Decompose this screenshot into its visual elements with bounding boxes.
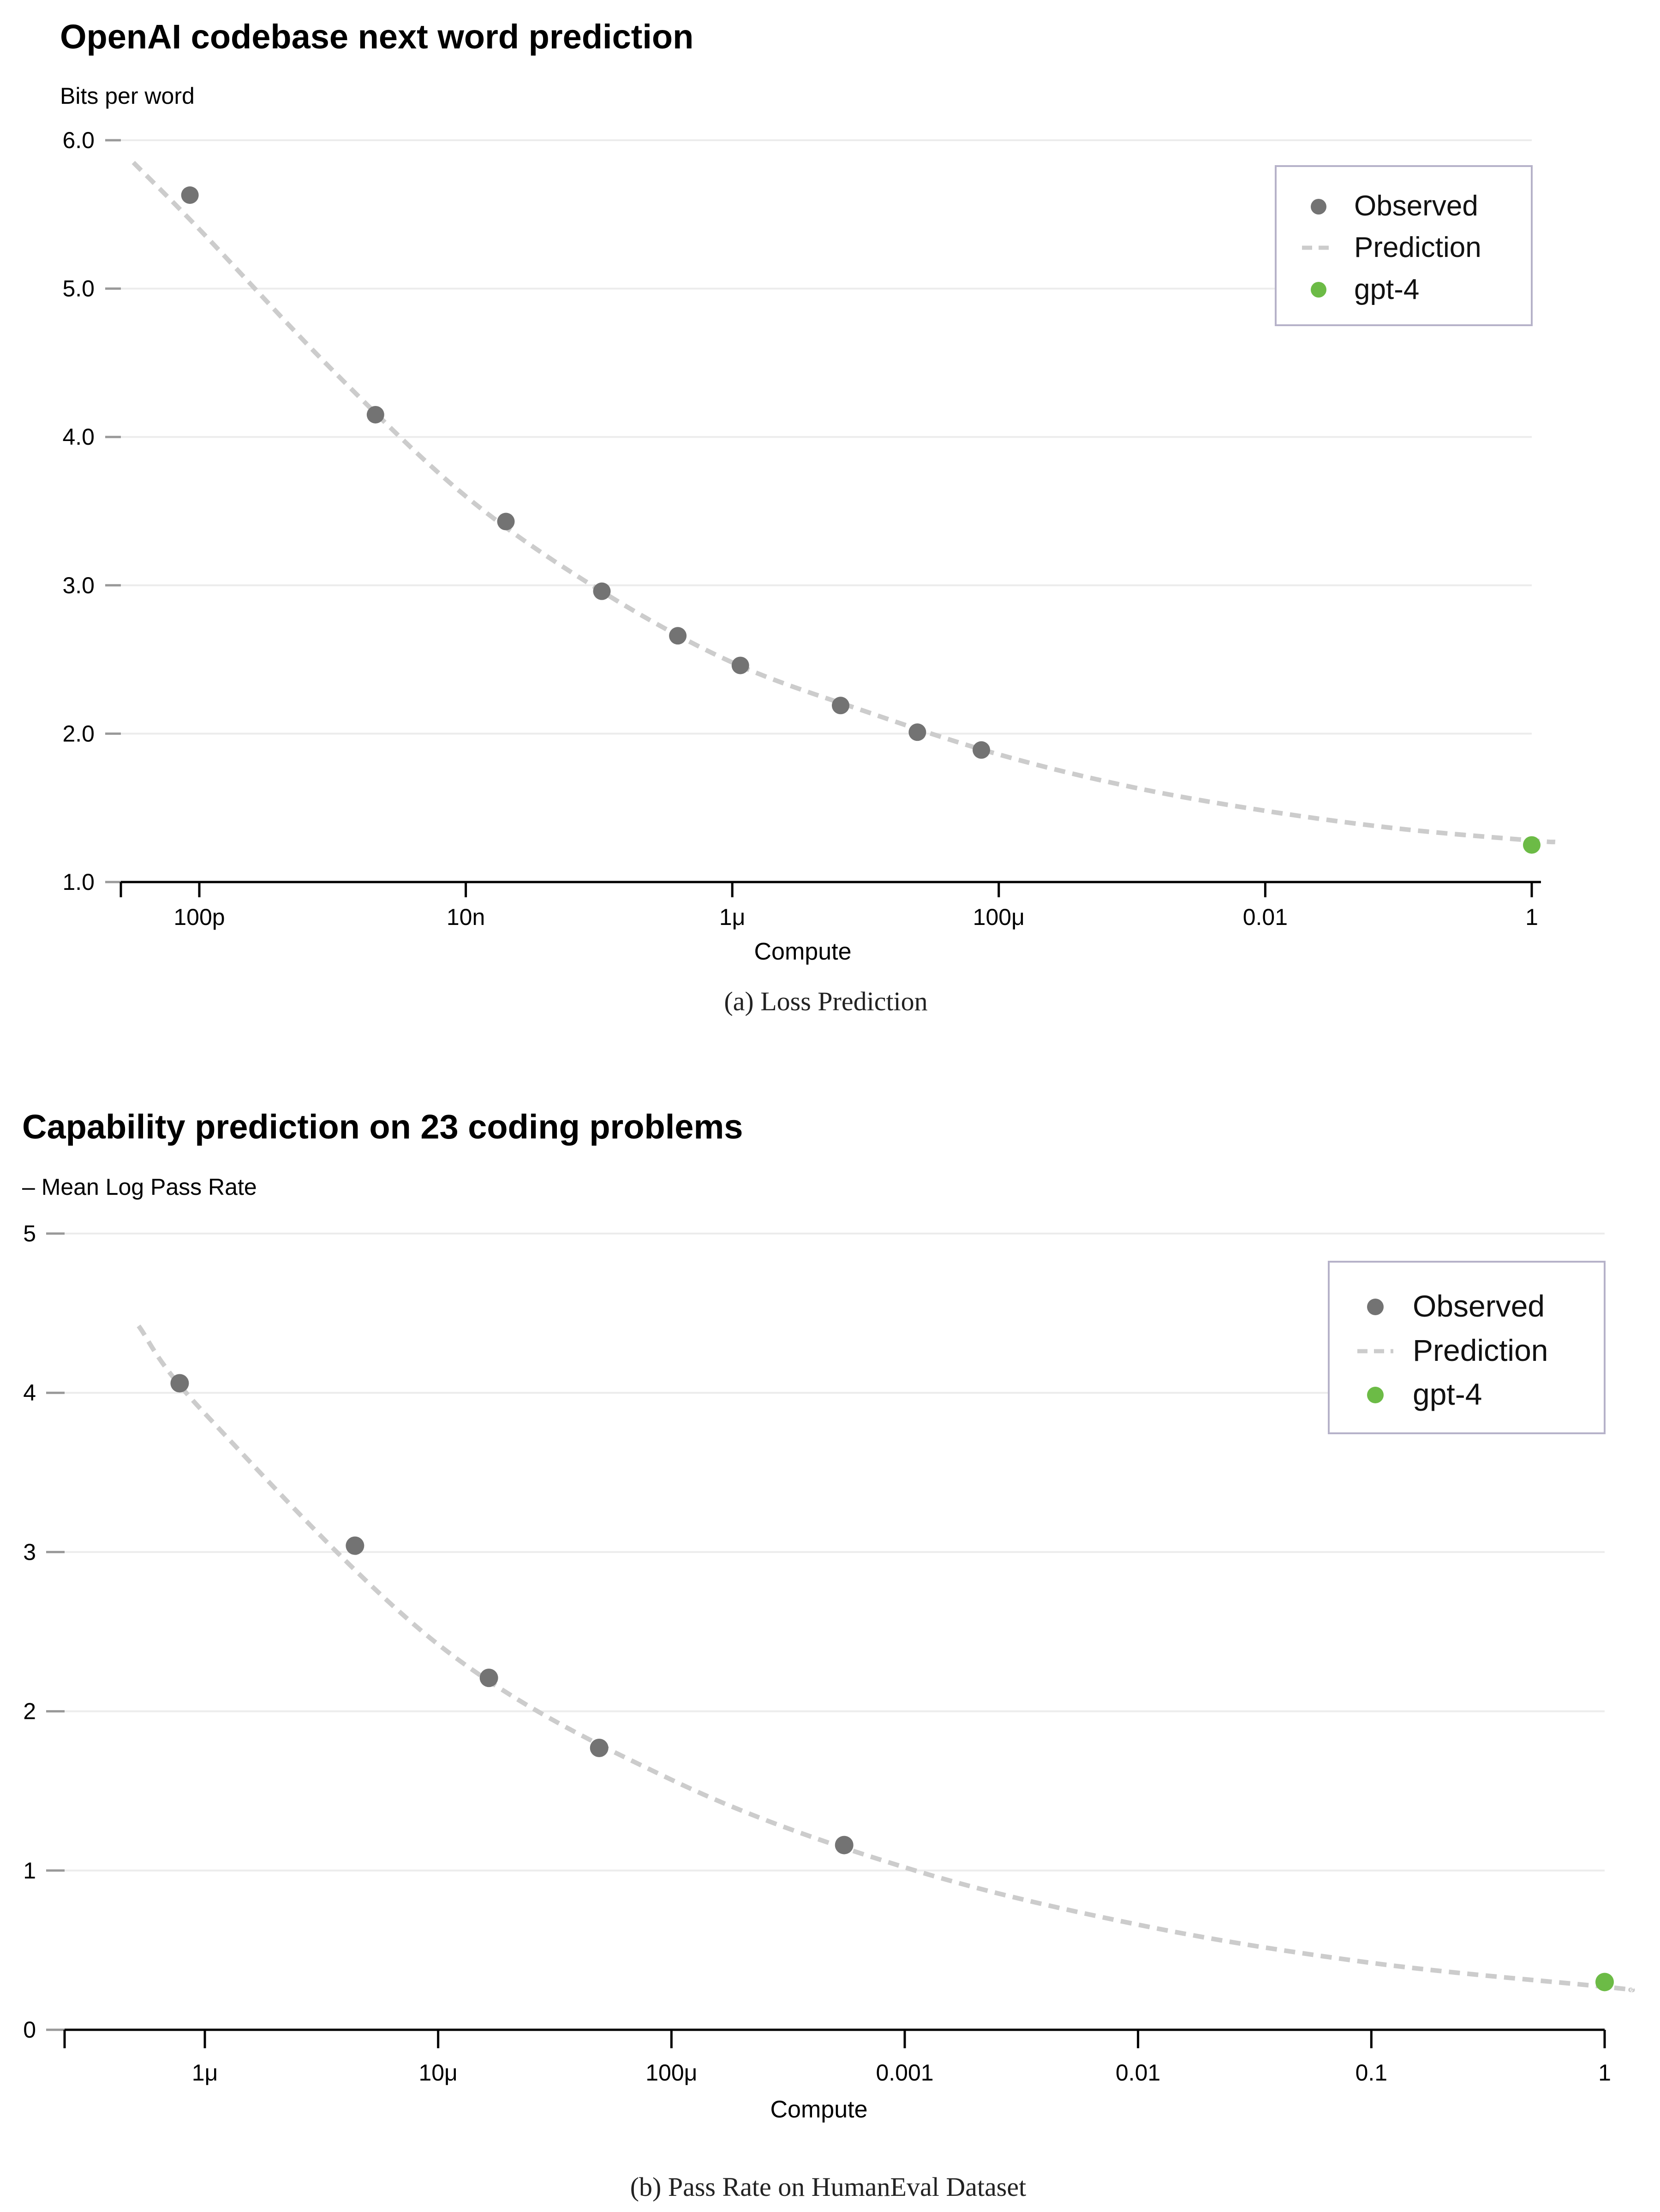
x-tick-label: 0.01 [1243, 904, 1288, 930]
y-tick-label: 1 [23, 1858, 36, 1884]
observed-point [170, 1374, 189, 1393]
observed-point [593, 582, 611, 600]
observed-point [479, 1669, 498, 1687]
x-axis-label: Compute [754, 938, 852, 965]
legend-gpt4-marker [1311, 282, 1326, 298]
x-tick-label: 10μ [418, 2060, 457, 2086]
x-tick-label: 100μ [645, 2060, 697, 2086]
observed-point [669, 627, 687, 645]
loss-prediction-chart: OpenAI codebase next word prediction Bit… [60, 18, 1556, 1016]
legend: Observed Prediction gpt-4 [1275, 165, 1533, 326]
y-tick-label: 3.0 [62, 572, 95, 598]
legend-prediction-label: Prediction [1354, 232, 1481, 263]
y-tick-label: 2.0 [62, 721, 95, 746]
legend-observed-marker [1311, 199, 1326, 215]
observed-point [835, 1836, 854, 1854]
legend-gpt4-label: gpt-4 [1354, 274, 1419, 305]
observed-point [346, 1536, 364, 1555]
axes: 1.0 2.0 3.0 4.0 5.0 6.0 100p 10n 1μ 100μ 0.01 1 [62, 127, 1541, 930]
legend-box [1275, 165, 1533, 326]
x-tick-label: 100p [173, 904, 225, 930]
y-tick-label: 5.0 [62, 276, 95, 302]
observed-point [908, 723, 926, 741]
x-tick-label: 1 [1598, 2060, 1611, 2086]
y-tick-label: 3 [23, 1539, 36, 1565]
x-tick-label: 0.1 [1355, 2060, 1388, 2086]
observed-point [181, 186, 199, 204]
x-tick-label: 1μ [719, 904, 746, 930]
x-tick-label: 1 [1525, 904, 1538, 930]
figure-caption: (b) Pass Rate on HumanEval Dataset [630, 2172, 1027, 2202]
prediction-curve [131, 161, 1556, 845]
y-tick-label: 1.0 [62, 869, 95, 895]
observed-point [590, 1738, 609, 1757]
series-layer [131, 161, 1556, 854]
observed-point [973, 741, 991, 759]
y-tick-label: 5 [23, 1221, 36, 1246]
x-tick-label: 10n [447, 904, 485, 930]
y-tick-label: 6.0 [62, 127, 95, 153]
legend-gpt4-marker [1367, 1387, 1384, 1403]
chart-title: Capability prediction on 23 coding probl… [22, 1108, 743, 1146]
prediction-curve [137, 1324, 1635, 1992]
capability-prediction-chart: Capability prediction on 23 coding probl… [22, 1108, 1635, 2202]
figure-caption: (a) Loss Prediction [724, 986, 927, 1016]
chart-title: OpenAI codebase next word prediction [60, 18, 693, 56]
y-tick-label: 0 [23, 2017, 36, 2043]
y-tick-label: 2 [23, 1699, 36, 1724]
legend-observed-label: Observed [1413, 1289, 1545, 1323]
observed-point [497, 513, 515, 531]
legend-observed-marker [1367, 1299, 1384, 1315]
legend-observed-label: Observed [1354, 190, 1478, 222]
series-layer [137, 1324, 1635, 1992]
y-axis-label: Bits per word [60, 83, 195, 109]
legend-box [1328, 1261, 1606, 1434]
x-tick-label: 1μ [192, 2060, 218, 2086]
y-axis-label: – Mean Log Pass Rate [22, 1174, 257, 1200]
x-axis-label: Compute [770, 2096, 868, 2123]
legend: Observed Prediction gpt-4 [1328, 1261, 1606, 1434]
observed-point [831, 697, 849, 715]
legend-prediction-label: Prediction [1413, 1333, 1548, 1367]
x-tick-label: 100μ [973, 904, 1025, 930]
x-tick-label: 0.01 [1116, 2060, 1160, 2086]
x-tick-label: 0.001 [876, 2060, 933, 2086]
observed-point [366, 405, 384, 423]
legend-gpt4-label: gpt-4 [1413, 1377, 1482, 1411]
y-tick-label: 4.0 [62, 424, 95, 450]
gpt4-point [1595, 1973, 1614, 1991]
y-tick-label: 4 [23, 1380, 36, 1406]
observed-point [731, 656, 749, 674]
axes: 0 1 2 3 4 5 1μ 10μ 100μ 0.001 0.01 0.1 1 [23, 1221, 1611, 2086]
gpt4-point [1523, 836, 1541, 854]
